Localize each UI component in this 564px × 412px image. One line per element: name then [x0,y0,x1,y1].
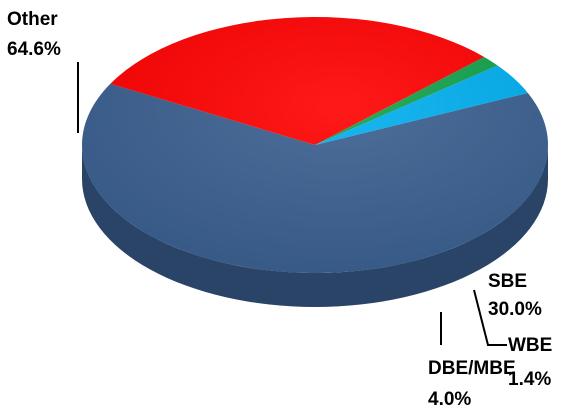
slice-value-label-wbe: 1.4% [508,369,551,390]
pie-labels: Other 64.6% SBE 30.0% WBE 1.4%DBE/MBE 4.0% [7,9,552,410]
pie-slices [81,16,548,274]
slice-name-label-dbe-mbe: DBE/MBE [428,358,516,379]
slice-name-label-wbe: WBE [508,335,552,356]
slice-value-label-sbe: 30.0% [488,299,542,320]
slice-name-label-other: Other [7,9,58,30]
slice-name-label-sbe: SBE [488,271,527,292]
slice-value-label-other: 64.6% [7,39,61,60]
slice-value-label-dbe-mbe: 4.0% [428,389,471,410]
leader-line-wbe [473,289,507,346]
